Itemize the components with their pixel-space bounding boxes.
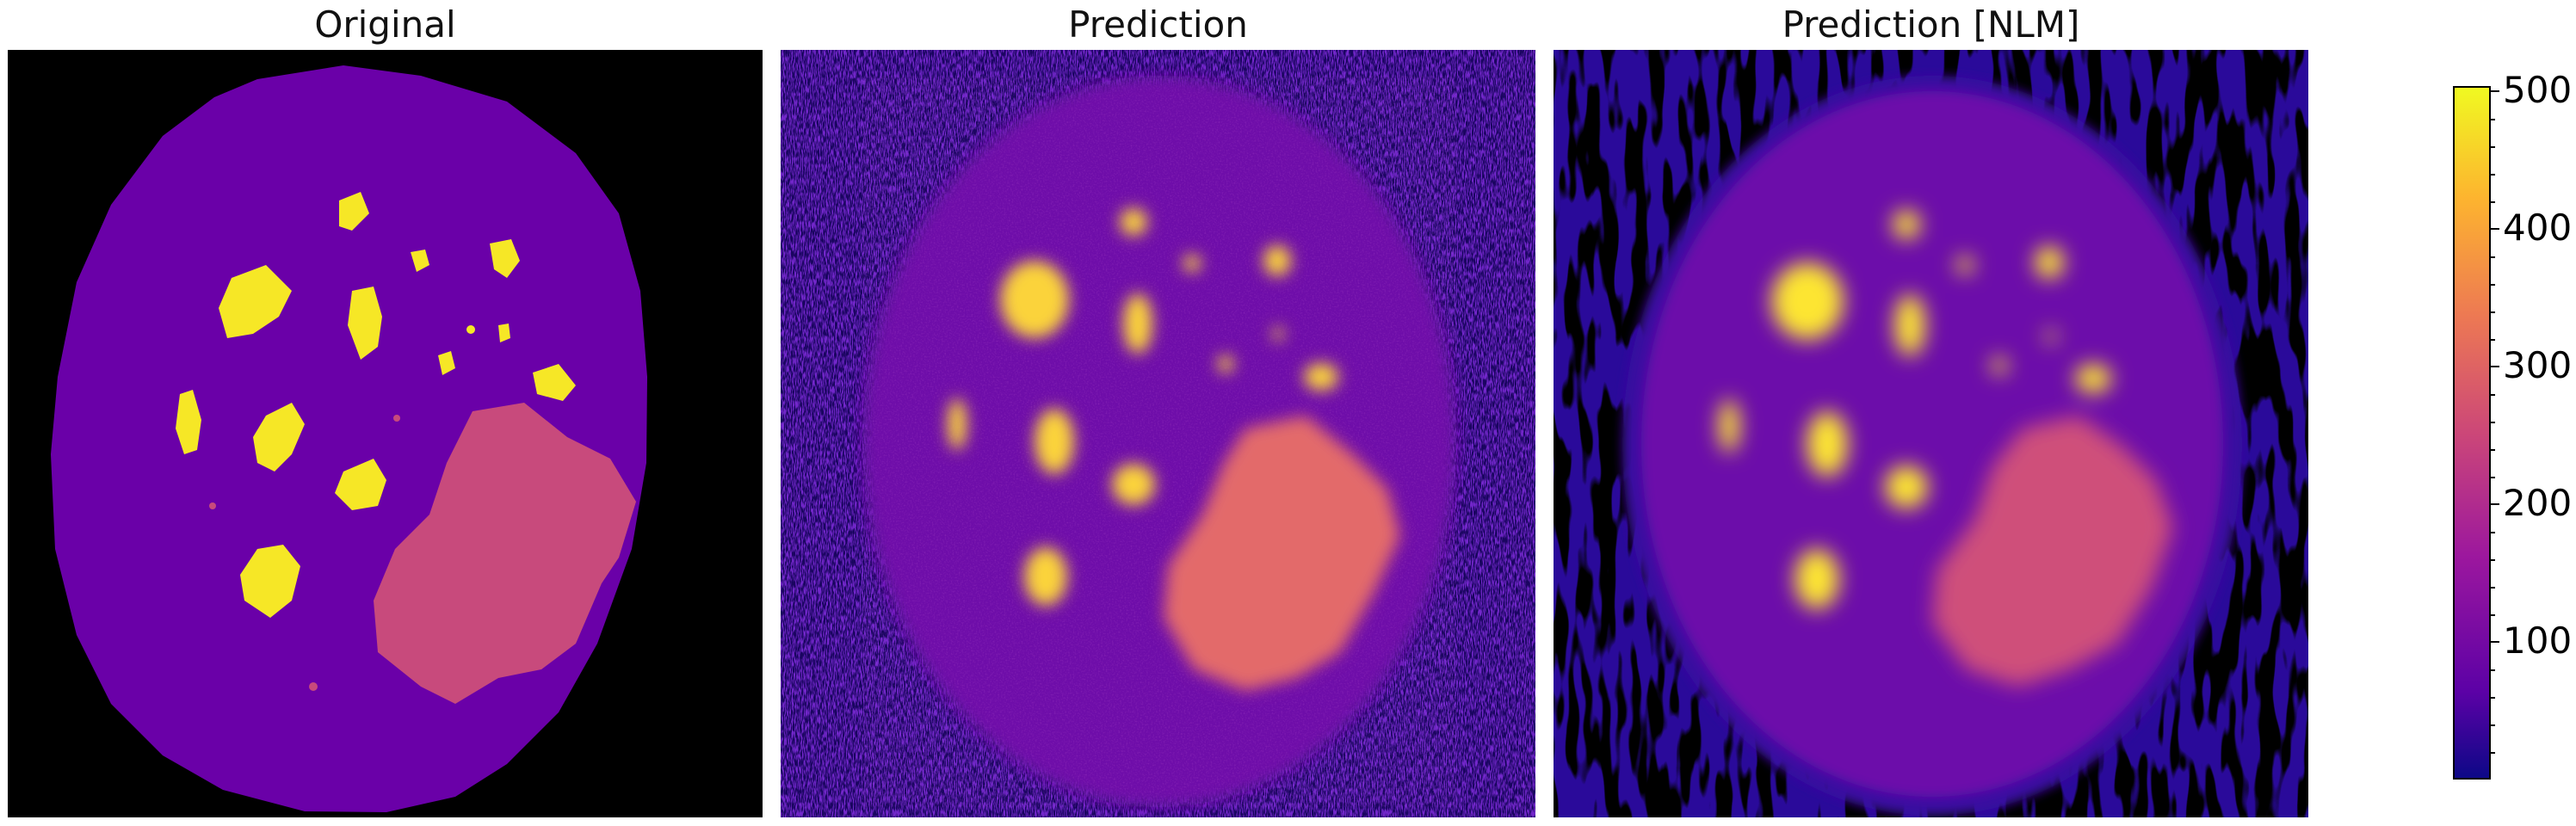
title-prediction-nlm: Prediction [NLM] <box>1782 3 2080 46</box>
colorbar-minor-tick <box>2489 614 2495 616</box>
colorbar-label-500: 500 <box>2503 69 2573 111</box>
colorbar-minor-tick <box>2489 587 2495 589</box>
colorbar-minor-tick <box>2489 697 2495 699</box>
title-prediction: Prediction <box>1068 3 1248 46</box>
colorbar-minor-tick <box>2489 311 2495 313</box>
panel-original <box>8 50 763 817</box>
colorbar-minor-tick <box>2489 256 2495 258</box>
colorbar-minor-tick <box>2489 559 2495 561</box>
colorbar-minor-tick <box>2489 284 2495 286</box>
colorbar-tick-500 <box>2489 90 2499 92</box>
colorbar-minor-tick <box>2489 146 2495 148</box>
colorbar-label-100: 100 <box>2503 620 2573 662</box>
colorbar-tick-300 <box>2489 366 2499 367</box>
colorbar-minor-tick <box>2489 532 2495 533</box>
colorbar-minor-tick <box>2489 422 2495 423</box>
colorbar-minor-tick <box>2489 449 2495 451</box>
colorbar-minor-tick <box>2489 724 2495 726</box>
large-lesion <box>374 403 636 704</box>
colorbar-label-300: 300 <box>2503 344 2573 386</box>
prediction-image <box>781 50 1535 817</box>
hot-spots <box>176 192 576 618</box>
colorbar-minor-tick <box>2489 669 2495 671</box>
colorbar-label-400: 400 <box>2503 206 2573 249</box>
title-original: Original <box>314 3 456 46</box>
colorbar-label-200: 200 <box>2503 482 2573 524</box>
colorbar-minor-tick <box>2489 119 2495 120</box>
original-image <box>8 50 763 817</box>
colorbar-minor-tick <box>2489 174 2495 176</box>
colorbar-minor-tick <box>2489 339 2495 341</box>
panel-prediction-nlm <box>1554 50 2308 817</box>
colorbar-minor-tick <box>2489 394 2495 396</box>
colorbar-minor-tick <box>2489 477 2495 478</box>
colorbar-minor-tick <box>2489 201 2495 203</box>
colorbar <box>2453 86 2491 780</box>
prediction-nlm-image <box>1554 50 2308 817</box>
colorbar-minor-tick <box>2489 752 2495 754</box>
colorbar-tick-400 <box>2489 228 2499 230</box>
colorbar-tick-100 <box>2489 641 2499 643</box>
panel-prediction <box>781 50 1535 817</box>
colorbar-tick-200 <box>2489 503 2499 505</box>
